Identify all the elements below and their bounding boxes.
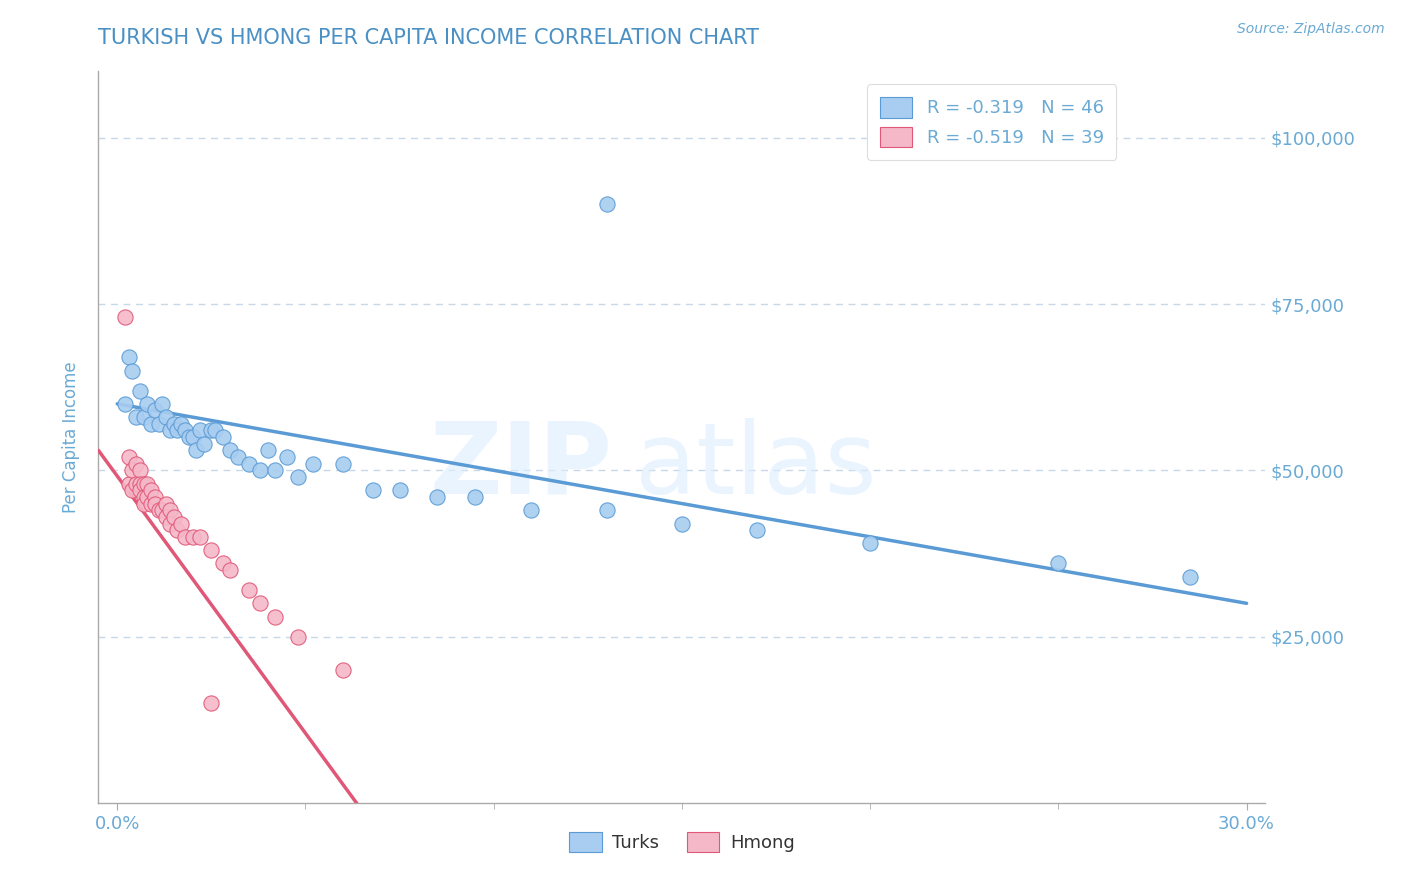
Point <box>181 530 204 544</box>
Point <box>747 523 769 537</box>
Y-axis label: Per Capita Income: Per Capita Income <box>62 361 80 513</box>
Point <box>143 403 166 417</box>
Point <box>211 430 233 444</box>
Point <box>136 476 159 491</box>
Point <box>211 557 233 571</box>
Point <box>121 483 143 498</box>
Point <box>1047 557 1070 571</box>
Legend: Turks, Hmong: Turks, Hmong <box>562 824 801 860</box>
Point <box>264 609 287 624</box>
Point <box>132 410 155 425</box>
Point <box>159 516 181 531</box>
Point <box>114 397 136 411</box>
Point <box>166 424 188 438</box>
Point <box>143 497 166 511</box>
Point <box>114 310 136 325</box>
Point <box>177 430 200 444</box>
Point <box>595 197 617 211</box>
Point <box>256 443 278 458</box>
Point <box>200 424 222 438</box>
Point <box>226 450 249 464</box>
Point <box>163 417 186 431</box>
Point <box>128 463 150 477</box>
Point <box>464 490 486 504</box>
Point <box>520 503 543 517</box>
Point <box>159 424 181 438</box>
Point <box>671 516 693 531</box>
Point <box>287 630 309 644</box>
Point <box>148 417 170 431</box>
Point <box>166 523 188 537</box>
Point <box>188 530 211 544</box>
Point <box>155 509 177 524</box>
Point <box>204 424 226 438</box>
Point <box>859 536 882 550</box>
Point <box>117 450 139 464</box>
Point <box>117 351 139 365</box>
Point <box>388 483 411 498</box>
Point <box>136 397 159 411</box>
Text: ZIP: ZIP <box>429 417 612 515</box>
Point <box>125 410 148 425</box>
Point <box>155 497 177 511</box>
Point <box>200 543 222 558</box>
Point <box>148 503 170 517</box>
Point <box>264 463 287 477</box>
Text: TURKISH VS HMONG PER CAPITA INCOME CORRELATION CHART: TURKISH VS HMONG PER CAPITA INCOME CORRE… <box>98 28 759 47</box>
Point <box>132 490 155 504</box>
Point <box>139 417 162 431</box>
Point <box>238 582 260 597</box>
Point <box>132 497 155 511</box>
Point <box>163 509 186 524</box>
Point <box>170 417 193 431</box>
Point <box>121 463 143 477</box>
Point <box>426 490 449 504</box>
Point <box>139 497 162 511</box>
Point <box>152 503 174 517</box>
Point <box>361 483 384 498</box>
Point <box>139 483 162 498</box>
Point <box>595 503 617 517</box>
Point <box>1178 570 1201 584</box>
Point <box>128 476 150 491</box>
Point <box>276 450 298 464</box>
Text: Source: ZipAtlas.com: Source: ZipAtlas.com <box>1237 22 1385 37</box>
Point <box>188 424 211 438</box>
Point <box>128 384 150 398</box>
Point <box>152 397 174 411</box>
Point <box>117 476 139 491</box>
Point <box>174 424 197 438</box>
Point <box>143 490 166 504</box>
Point <box>128 483 150 498</box>
Point <box>219 563 242 577</box>
Point <box>219 443 242 458</box>
Point <box>136 490 159 504</box>
Point <box>332 663 354 677</box>
Point <box>121 363 143 377</box>
Point <box>302 457 325 471</box>
Point <box>132 476 155 491</box>
Point <box>249 596 271 610</box>
Point <box>125 476 148 491</box>
Point <box>249 463 271 477</box>
Point <box>174 530 197 544</box>
Text: atlas: atlas <box>636 417 877 515</box>
Point <box>125 457 148 471</box>
Point <box>159 503 181 517</box>
Point <box>170 516 193 531</box>
Point <box>287 470 309 484</box>
Point <box>155 410 177 425</box>
Point <box>193 436 215 450</box>
Point <box>332 457 354 471</box>
Point <box>186 443 208 458</box>
Point <box>238 457 260 471</box>
Point <box>181 430 204 444</box>
Point <box>200 696 222 710</box>
